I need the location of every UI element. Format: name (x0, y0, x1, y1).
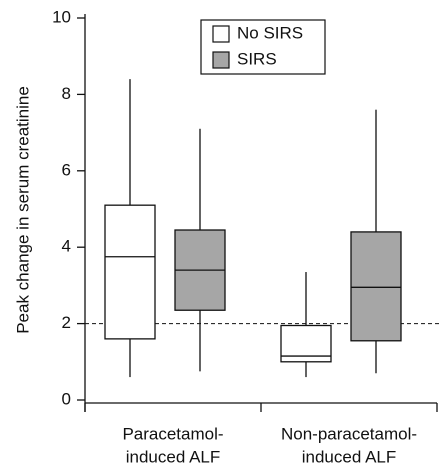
legend-swatch (212, 25, 230, 43)
legend-swatch (212, 51, 230, 69)
y-tick-label: 8 (62, 84, 71, 103)
x-tick-label: Paracetamol- (122, 424, 223, 443)
box (104, 204, 156, 340)
y-tick-label: 0 (62, 389, 71, 408)
box (350, 231, 402, 342)
y-tick-label: 2 (62, 313, 71, 332)
y-tick-label: 6 (62, 160, 71, 179)
legend-label: No SIRS (237, 23, 303, 42)
y-tick-label: 10 (52, 7, 71, 26)
y-axis-label: Peak change in serum creatinine (13, 86, 32, 334)
legend-label: SIRS (237, 49, 277, 68)
x-tick-label: induced ALF (302, 447, 397, 466)
y-tick-label: 4 (62, 237, 71, 256)
x-tick-label: Non-paracetamol- (281, 424, 417, 443)
x-tick-label: induced ALF (126, 447, 221, 466)
